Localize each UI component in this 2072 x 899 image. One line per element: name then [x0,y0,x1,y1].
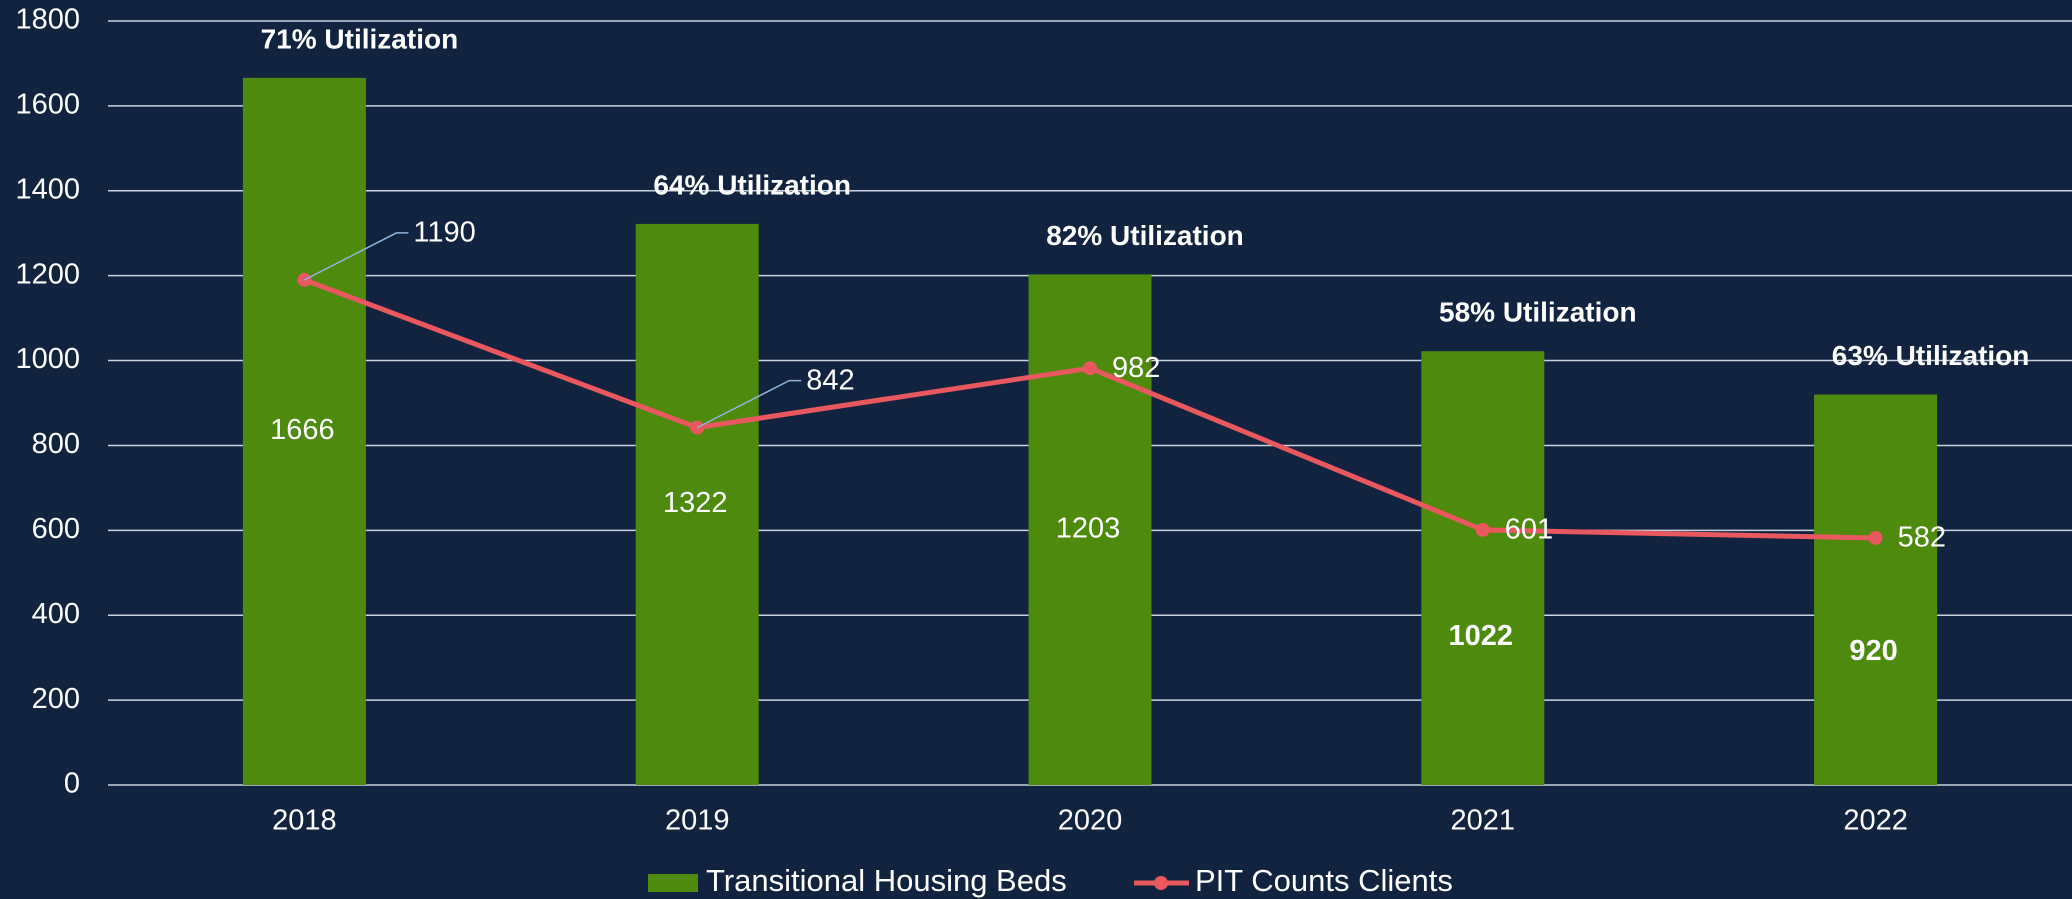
legend-swatch [648,874,698,892]
legend-label: Transitional Housing Beds [706,863,1067,898]
bar-value-label: 1666 [270,414,335,446]
y-tick-label: 1400 [15,173,80,205]
bar-value-label: 1322 [663,487,728,519]
utilization-annotation: 64% Utilization [653,169,851,200]
leader-line [696,379,802,429]
line-value-label: 582 [1898,522,1946,554]
bar-value-label: 1203 [1056,512,1121,544]
bar [635,223,759,785]
y-tick-label: 1800 [15,4,80,36]
y-tick-label: 1000 [15,343,80,375]
bar [242,77,366,786]
line-value-label: 601 [1505,514,1553,546]
legend-label: PIT Counts Clients [1195,863,1453,898]
utilization-annotation: 71% Utilization [261,23,459,54]
y-tick-label: 1600 [15,89,80,121]
x-tick-label: 2022 [1843,805,1908,837]
x-tick-label: 2018 [272,805,337,837]
line-value-label: 1190 [413,217,475,249]
bar [1421,351,1545,785]
y-tick-label: 400 [32,598,80,630]
x-tick-label: 2021 [1451,805,1516,837]
bar [1028,274,1152,785]
line-point [1475,522,1490,537]
y-tick-label: 200 [32,683,80,715]
x-tick-label: 2020 [1058,805,1123,837]
bar-value-label: 920 [1849,635,1897,667]
line-value-label: 842 [806,364,854,396]
bar-value-label: 1022 [1449,620,1514,652]
line-point [1868,530,1883,545]
bar [1814,394,1938,785]
leader-line [304,232,409,281]
utilization-annotation: 63% Utilization [1832,340,2030,371]
y-tick-label: 800 [32,428,80,460]
y-tick-label: 1200 [15,258,80,290]
utilization-annotation: 82% Utilization [1046,220,1244,251]
line-point [1083,361,1097,376]
legend-swatch [1154,876,1168,890]
utilization-annotation: 58% Utilization [1439,297,1637,328]
x-tick-label: 2019 [665,805,730,837]
line-value-label: 982 [1112,352,1160,384]
y-tick-label: 0 [64,768,80,800]
y-tick-label: 600 [32,513,80,545]
